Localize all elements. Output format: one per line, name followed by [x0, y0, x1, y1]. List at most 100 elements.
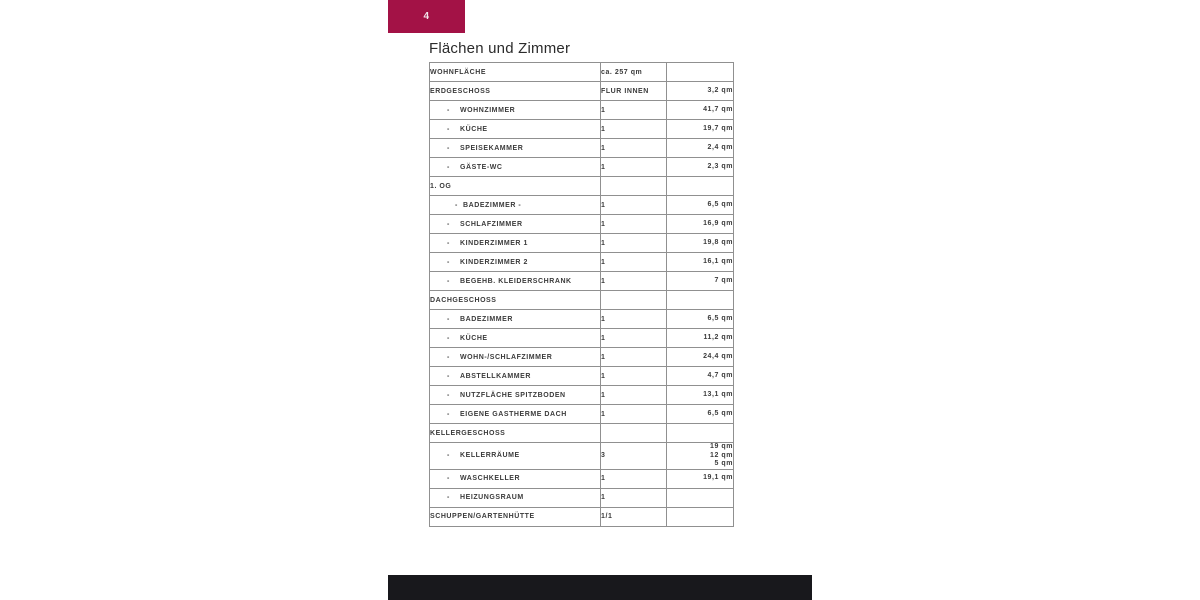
row-label-cell: - NUTZFLÄCHE SPITZBODEN — [429, 385, 601, 405]
page-number: 4 — [423, 11, 430, 22]
row-label: NUTZFLÄCHE SPITZBODEN — [460, 391, 566, 399]
row-area-cell: 19,7 qm — [666, 119, 734, 139]
row-label-cell: - SCHLAFZIMMER — [429, 214, 601, 234]
table-row: - SCHLAFZIMMER 1 16,9 qm — [429, 214, 734, 234]
table-row: DACHGESCHOSS — [429, 290, 734, 310]
row-rooms-cell: 1 — [600, 271, 667, 291]
table-row: - HEIZUNGSRAUM 1 — [429, 487, 734, 508]
row-area-cell: 24,4 qm — [666, 347, 734, 367]
row-area-cell: 6,5 qm — [666, 404, 734, 424]
row-area-cell — [666, 423, 734, 443]
table-row: - KELLERRÄUME 3 19 qm 12 qm 5 qm — [429, 442, 734, 470]
row-dash-prefix: - — [447, 220, 450, 228]
row-rooms-cell — [600, 290, 667, 310]
row-label-cell: - SPEISEKAMMER — [429, 138, 601, 158]
row-rooms-cell: 1 — [600, 233, 667, 253]
table-row: ERDGESCHOSS FLUR INNEN 3,2 qm — [429, 81, 734, 101]
table-row: - KÜCHE 1 11,2 qm — [429, 328, 734, 348]
page-number-badge: 4 — [388, 0, 465, 33]
row-area-cell: 41,7 qm — [666, 100, 734, 120]
row-area-cell: 11,2 qm — [666, 328, 734, 348]
footer-bar — [388, 575, 812, 600]
row-label: EIGENE GASTHERME DACH — [460, 410, 567, 418]
row-label-cell: - KÜCHE — [429, 328, 601, 348]
row-label: 1. OG — [430, 182, 452, 190]
row-label: SCHLAFZIMMER — [460, 220, 523, 228]
row-dash-prefix: - — [447, 353, 450, 361]
row-area-cell — [666, 62, 734, 82]
table-row: - BEGEHB. KLEIDERSCHRANK 1 7 qm — [429, 271, 734, 291]
table-row: - WASCHKELLER 1 19,1 qm — [429, 468, 734, 489]
table-row: - KINDERZIMMER 2 1 16,1 qm — [429, 252, 734, 272]
row-rooms-cell — [600, 423, 667, 443]
row-label-cell: 1. OG — [429, 176, 601, 196]
row-label: WOHNZIMMER — [460, 106, 516, 114]
row-rooms-cell: 1 — [600, 366, 667, 386]
table-row: SCHUPPEN/GARTENHÜTTE 1/1 — [429, 506, 734, 527]
table-row: - WOHNZIMMER 1 41,7 qm — [429, 100, 734, 120]
table-row: WOHNFLÄCHE ca. 257 qm — [429, 62, 734, 82]
row-rooms-cell: 1 — [600, 487, 667, 508]
row-area-cell: 4,7 qm — [666, 366, 734, 386]
row-area-cell — [666, 487, 734, 508]
row-label: WASCHKELLER — [460, 475, 521, 482]
row-dash-prefix: - — [447, 125, 450, 133]
row-label: DACHGESCHOSS — [430, 296, 497, 304]
row-label-cell: - GÄSTE-WC — [429, 157, 601, 177]
row-label: SPEISEKAMMER — [460, 144, 524, 152]
row-area-cell: 2,3 qm — [666, 157, 734, 177]
row-rooms-cell — [600, 176, 667, 196]
row-area-cell: 19,1 qm — [666, 468, 734, 489]
row-dash-prefix: - — [447, 239, 450, 247]
row-label: KINDERZIMMER 2 — [460, 258, 528, 266]
row-rooms-cell: 1 — [600, 404, 667, 424]
row-label: KINDERZIMMER 1 — [460, 239, 528, 247]
row-label-cell: - WASCHKELLER — [429, 468, 601, 489]
row-rooms-cell: 1 — [600, 385, 667, 405]
row-area-cell: 6,5 qm — [666, 195, 734, 215]
page-title: Flächen und Zimmer — [429, 40, 571, 57]
row-label-cell: - KELLERRÄUME — [429, 442, 601, 470]
row-label-cell: - KINDERZIMMER 1 — [429, 233, 601, 253]
row-dash-prefix: - — [447, 494, 450, 501]
row-label-cell: - HEIZUNGSRAUM — [429, 487, 601, 508]
row-area-cell — [666, 176, 734, 196]
row-dash-prefix: - — [447, 144, 450, 152]
row-label: BADEZIMMER - — [463, 201, 522, 209]
row-label: WOHNFLÄCHE — [430, 68, 487, 76]
row-label: ERDGESCHOSS — [430, 87, 491, 95]
row-label-cell: - WOHNZIMMER — [429, 100, 601, 120]
row-area-cell: 19,8 qm — [666, 233, 734, 253]
row-label-cell: WOHNFLÄCHE — [429, 62, 601, 82]
table-row: - ABSTELLKAMMER 1 4,7 qm — [429, 366, 734, 386]
table-row: - KINDERZIMMER 1 1 19,8 qm — [429, 233, 734, 253]
row-area-cell: 2,4 qm — [666, 138, 734, 158]
table-row: - KÜCHE 1 19,7 qm — [429, 119, 734, 139]
row-label: KÜCHE — [460, 334, 488, 342]
row-label: SCHUPPEN/GARTENHÜTTE — [430, 513, 535, 520]
row-label-cell: - WOHN-/SCHLAFZIMMER — [429, 347, 601, 367]
table-row: - SPEISEKAMMER 1 2,4 qm — [429, 138, 734, 158]
row-area-cell: 6,5 qm — [666, 309, 734, 329]
row-dash-prefix: - — [447, 475, 450, 482]
row-label-cell: ERDGESCHOSS — [429, 81, 601, 101]
row-dash-prefix: - — [447, 163, 450, 171]
row-area-cell: 19 qm 12 qm 5 qm — [666, 442, 734, 470]
table-row: - EIGENE GASTHERME DACH 1 6,5 qm — [429, 404, 734, 424]
row-rooms-cell: 1 — [600, 100, 667, 120]
row-label: KELLERGESCHOSS — [430, 429, 506, 437]
row-rooms-cell: 1 — [600, 328, 667, 348]
row-label: BEGEHB. KLEIDERSCHRANK — [460, 277, 572, 285]
row-rooms-cell: 1 — [600, 119, 667, 139]
row-label: KÜCHE — [460, 125, 488, 133]
row-label-cell: - BADEZIMMER - — [429, 195, 601, 215]
row-rooms-cell: 1 — [600, 309, 667, 329]
table-row: KELLERGESCHOSS — [429, 423, 734, 443]
row-rooms-cell: 1 — [600, 214, 667, 234]
row-dash-prefix: - — [447, 452, 450, 460]
row-dash-prefix: - — [447, 391, 450, 399]
areas-table: WOHNFLÄCHE ca. 257 qm ERDGESCHOSS FLUR I… — [429, 62, 734, 527]
row-area-cell: 16,1 qm — [666, 252, 734, 272]
row-dash-prefix: - — [447, 106, 450, 114]
row-rooms-cell: 1 — [600, 138, 667, 158]
